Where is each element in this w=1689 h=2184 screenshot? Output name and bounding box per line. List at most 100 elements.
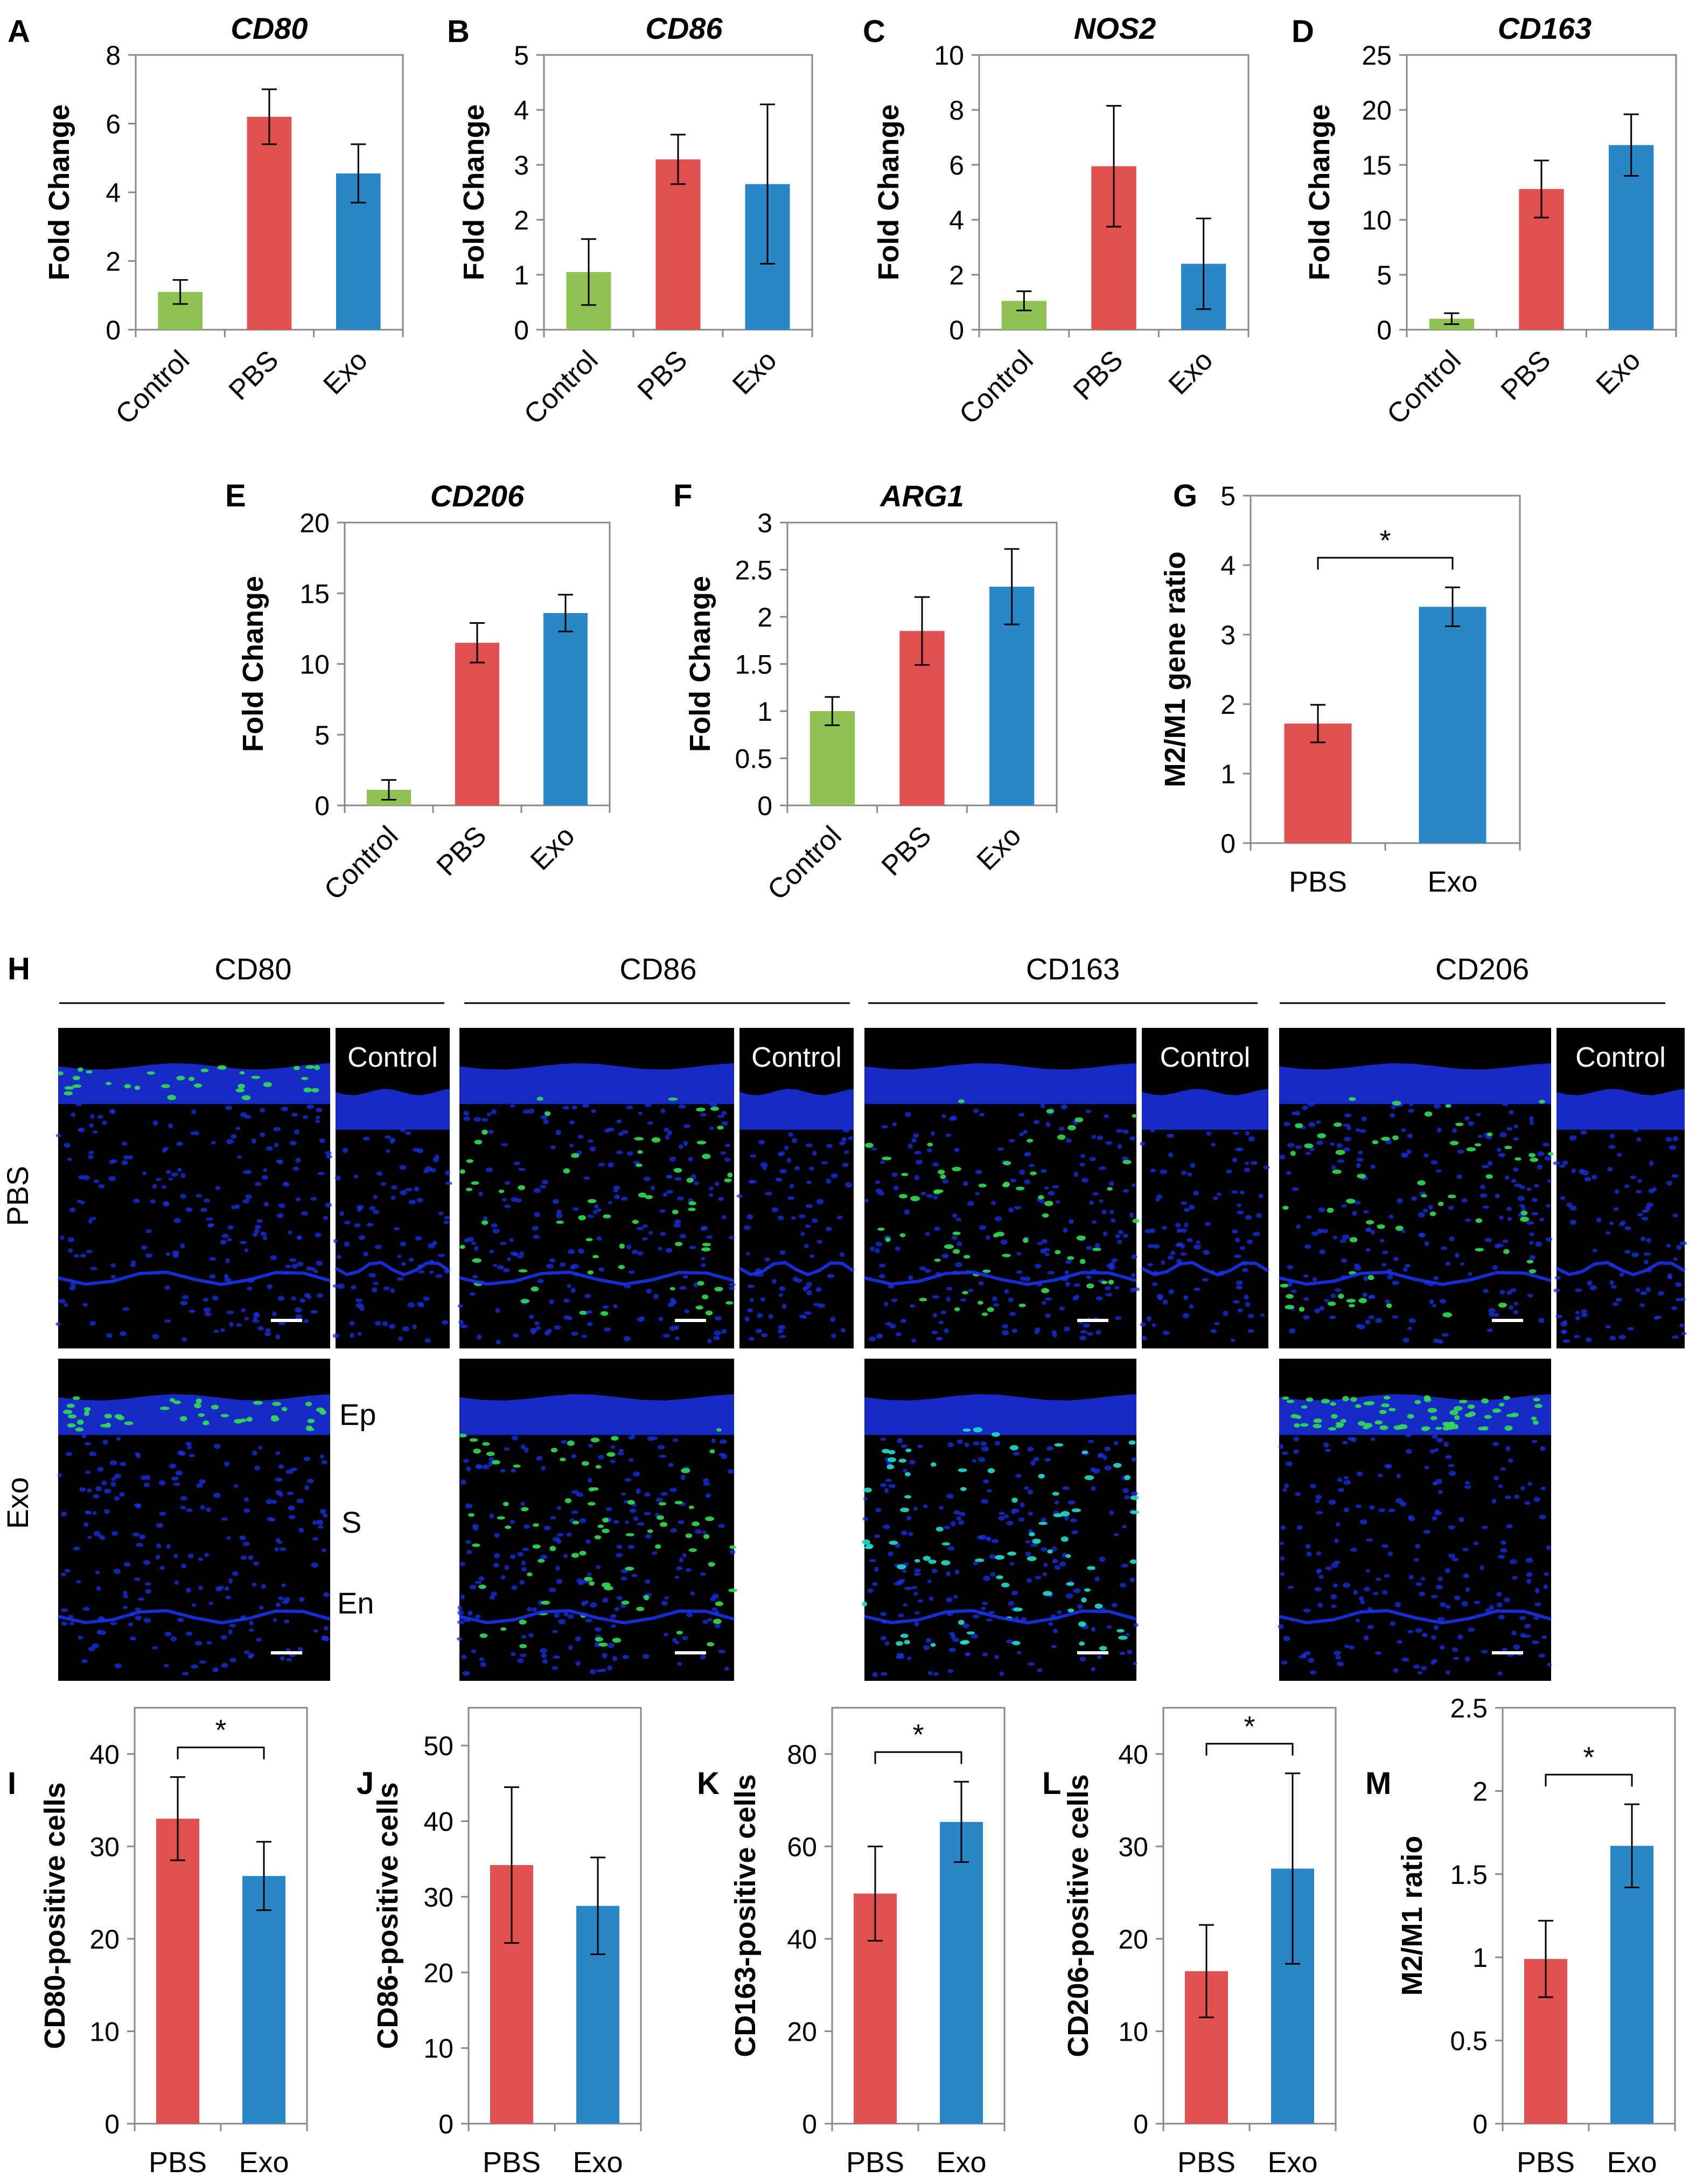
y-tick-label: 10 — [1362, 205, 1392, 235]
y-axis-label: CD80-positive cells — [39, 1782, 71, 2049]
micrograph-exo-cd206 — [1278, 1359, 1552, 1681]
bar-pbs — [156, 1818, 199, 2124]
y-tick-label: 2 — [1220, 690, 1236, 720]
panel-label-h: H — [8, 951, 30, 986]
bar-exo — [1610, 1846, 1653, 2124]
marker-label-cd206: CD206 — [1435, 952, 1529, 986]
y-tick-label: 2 — [514, 205, 529, 235]
y-axis-label: Fold Change — [684, 576, 716, 752]
micrograph-control-cd206: Control — [1553, 1028, 1687, 1348]
y-axis-label: Fold Change — [1303, 105, 1336, 281]
y-tick-label: 0 — [106, 315, 121, 345]
x-tick-label: Exo — [317, 344, 373, 400]
y-tick-label: 1.5 — [735, 650, 772, 680]
y-tick-label: 1 — [757, 697, 772, 727]
panel-label: C — [863, 14, 885, 49]
marker-label-cd80: CD80 — [214, 952, 291, 986]
x-tick-label: Exo — [1590, 344, 1646, 400]
bar-exo — [242, 1876, 285, 2124]
micrograph-control-cd163: Control — [1140, 1028, 1270, 1348]
significance-bracket — [177, 1747, 265, 1759]
significance-star: * — [912, 1719, 924, 1751]
y-tick-label: 6 — [949, 150, 964, 180]
chart-c: C NOS2 0 2 4 6 8 10 Fold Change Control PBS Exo — [863, 11, 1250, 430]
x-tick-label: PBS — [1517, 2146, 1575, 2179]
y-tick-label: 6 — [106, 109, 121, 140]
y-tick-label: 0.5 — [1450, 2026, 1488, 2056]
bar-pbs — [655, 159, 701, 330]
y-axis-label: CD163-positive cells — [729, 1774, 762, 2057]
micrograph-exo-cd163 — [862, 1359, 1140, 1681]
y-tick-label: 0 — [802, 2109, 817, 2139]
x-tick-label: Exo — [1163, 344, 1219, 400]
y-tick-label: 1 — [1472, 1943, 1488, 1973]
y-tick-label: 2 — [949, 260, 964, 290]
micrograph-control-cd80: Control — [332, 1028, 452, 1348]
y-tick-label: 5 — [315, 720, 330, 750]
y-tick-label: 2 — [106, 247, 121, 277]
significance-bracket — [1545, 1773, 1633, 1787]
row-label-pbs: PBS — [1, 1166, 34, 1226]
x-tick-label: PBS — [1067, 344, 1129, 406]
y-tick-label: 2 — [757, 602, 772, 632]
panel-label: A — [8, 14, 30, 49]
y-axis-label: Fold Change — [458, 105, 490, 281]
chart-title: CD80 — [231, 11, 308, 45]
x-tick-label: Exo — [727, 344, 783, 400]
y-tick-label: 0 — [438, 2109, 453, 2139]
y-tick-label: 4 — [1220, 551, 1236, 581]
y-tick-label: 15 — [299, 579, 330, 609]
y-tick-label: 15 — [1362, 150, 1392, 180]
x-tick-label: Exo — [525, 820, 581, 876]
control-label: Control — [1575, 1042, 1666, 1073]
micrograph-pbs-cd163 — [864, 1028, 1140, 1348]
x-tick-label: Exo — [936, 2146, 986, 2179]
y-tick-label: 1.5 — [1450, 1860, 1488, 1890]
chart-title: CD163 — [1498, 11, 1592, 45]
panel-label: K — [697, 1766, 720, 1801]
bar-pbs — [455, 643, 499, 805]
chart-g: G 0 1 2 3 4 5 M2/M1 gene ratio PBS Exo * — [1159, 478, 1521, 898]
x-tick-label: Control — [953, 344, 1039, 430]
row-label-exo: Exo — [1, 1477, 34, 1529]
significance-bracket — [1205, 1743, 1294, 1756]
y-tick-label: 0 — [514, 315, 529, 345]
y-tick-label: 3 — [757, 508, 772, 538]
panel-label: M — [1365, 1766, 1391, 1801]
micrograph-layer: Control Control Control Control — [55, 1028, 1687, 1681]
y-tick-label: 10 — [1118, 2016, 1148, 2047]
y-tick-label: 5 — [1377, 260, 1392, 290]
y-tick-label: 20 — [787, 2016, 817, 2047]
y-axis-label: Fold Change — [43, 105, 75, 281]
significance-bracket — [874, 1751, 962, 1764]
micrograph-pbs-cd206 — [1279, 1028, 1554, 1348]
bar-exo — [543, 613, 588, 805]
chart-e: E CD206 0 5 10 15 20 Fold Change Control PBS Exo — [225, 478, 611, 906]
y-tick-label: 20 — [89, 1924, 120, 1955]
y-tick-label: 40 — [787, 1924, 817, 1955]
y-tick-label: 2 — [1472, 1776, 1488, 1806]
y-tick-label: 8 — [106, 40, 121, 71]
chart-title: CD86 — [645, 11, 723, 45]
panel-label: D — [1292, 14, 1314, 49]
y-tick-label: 2.5 — [735, 555, 772, 586]
y-tick-label: 3 — [1220, 620, 1236, 650]
y-tick-label: 0.5 — [735, 744, 772, 774]
x-tick-label: Exo — [1427, 866, 1477, 898]
significance-star: * — [1244, 1710, 1255, 1743]
panel-label: L — [1042, 1766, 1061, 1801]
y-tick-label: 30 — [89, 1832, 120, 1862]
y-tick-label: 20 — [423, 1958, 453, 1988]
panel-label: I — [8, 1766, 16, 1801]
y-tick-label: 0 — [315, 791, 330, 821]
micrograph-exo-cd86 — [456, 1359, 738, 1681]
marker-label-cd86: CD86 — [619, 952, 696, 986]
y-tick-label: 10 — [934, 40, 964, 71]
chart-title: CD206 — [430, 479, 525, 513]
y-tick-label: 80 — [787, 1740, 817, 1770]
y-tick-label: 20 — [1118, 1924, 1148, 1955]
y-tick-label: 0 — [1472, 2109, 1488, 2139]
y-tick-label: 4 — [106, 178, 121, 208]
significance-star: * — [215, 1714, 226, 1747]
